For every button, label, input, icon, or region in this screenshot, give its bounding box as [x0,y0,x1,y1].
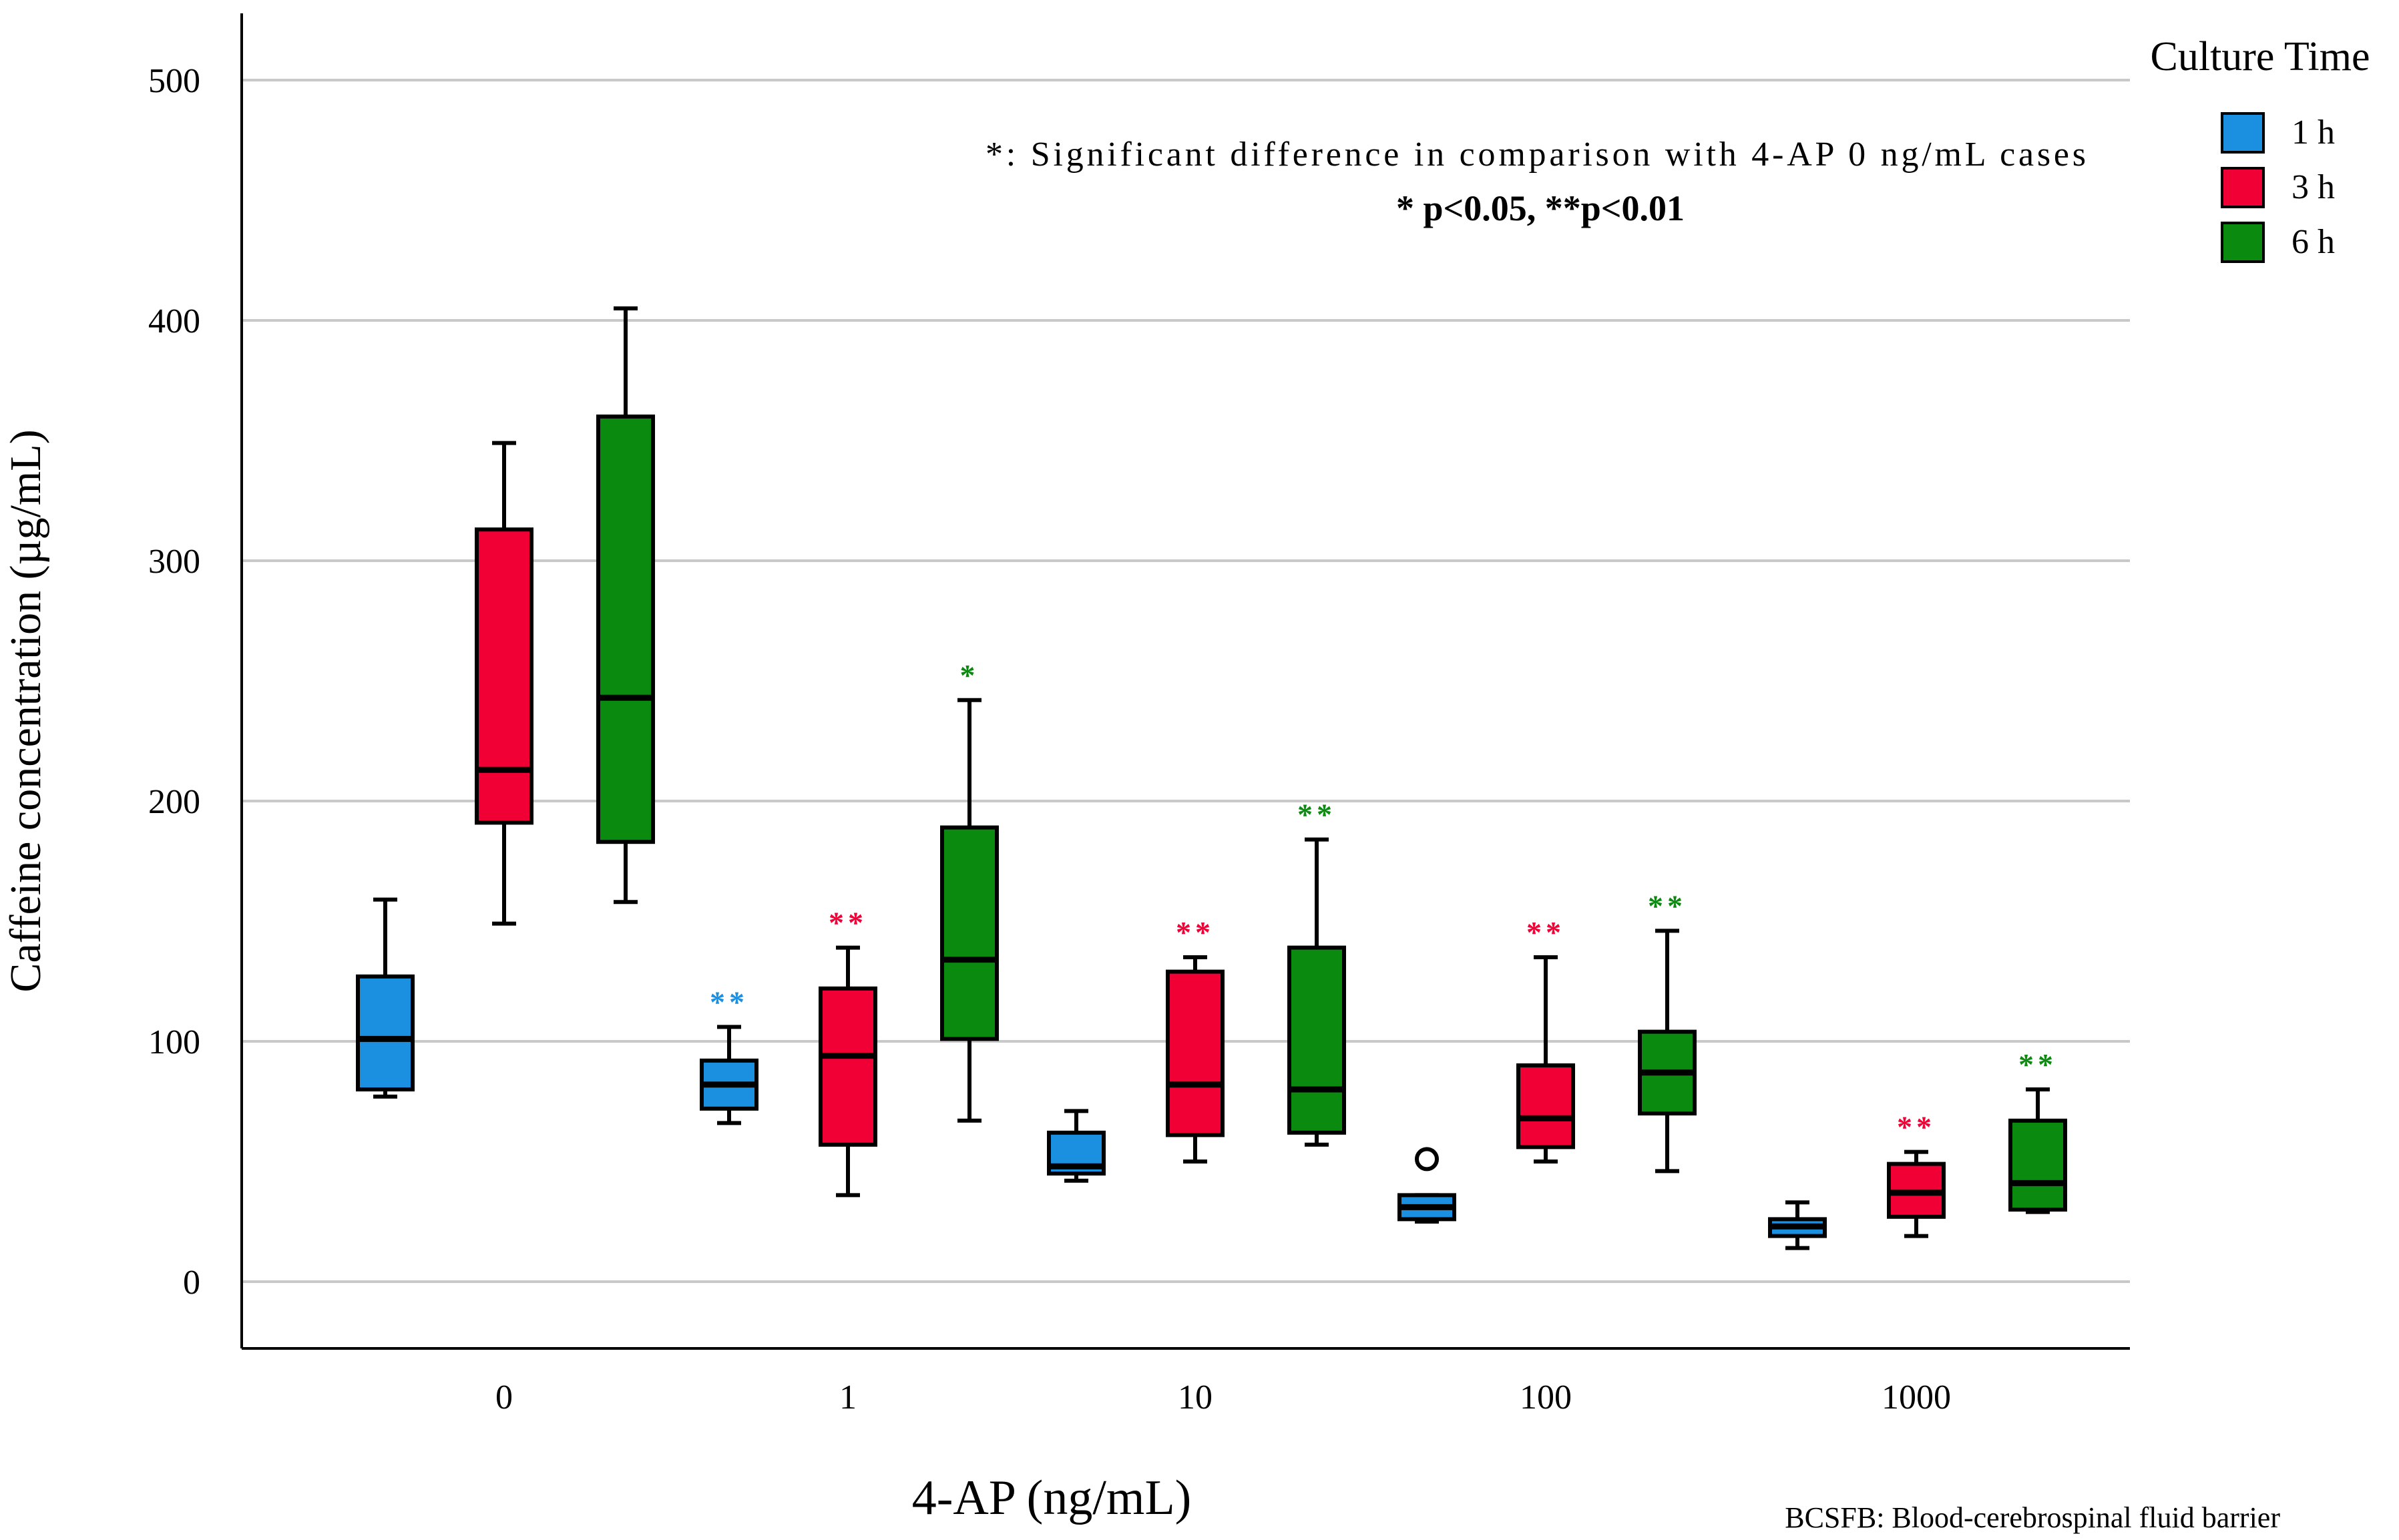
significance-marker: ** [2018,1047,2057,1081]
y-tick-label: 500 [148,62,200,100]
x-tick-label: 10 [1178,1378,1213,1417]
box-1-6h: * [940,658,999,1123]
legend-swatch-6h [2221,222,2265,263]
significance-marker: ** [1176,915,1215,949]
series-6h: ******* [596,306,2067,1214]
significance-marker: ** [1297,798,1336,832]
iqr-box [596,415,655,844]
box-plot-series: **** ** *********** [356,306,2067,1250]
legend: 1 h 3 h 6 h [2221,112,2335,263]
legend-label: 3 h [2292,168,2335,206]
box-10-3h: ** [1166,915,1225,1164]
box-1000-3h: ** [1887,1110,1946,1238]
box-1000-1h [1768,1200,1827,1250]
y-tick-label: 100 [148,1023,200,1061]
significance-marker: ** [710,985,748,1019]
iqr-box [1287,945,1346,1135]
box-10-6h: ** [1287,798,1346,1147]
box-100-6h: ** [1638,888,1697,1174]
legend-swatch-3h [2221,167,2265,208]
series-3h: ** ** ** ** [475,441,1946,1238]
legend-label: 6 h [2292,223,2335,261]
iqr-box [1166,969,1225,1137]
box-0-1h [356,897,415,1099]
y-axis-tick-labels: 0 100 200 300 400 500 [148,62,200,1302]
significance-marker: ** [1897,1110,1936,1144]
box-100-1h [1397,1147,1456,1224]
significance-marker: ** [829,906,867,940]
legend-swatch-1h [2221,112,2265,154]
legend-title: Culture Time [2150,34,2370,79]
box-1000-6h: ** [2008,1047,2067,1214]
y-tick-label: 200 [148,783,200,821]
x-axis-tick-labels: 0 1 10 100 1000 [495,1378,1951,1417]
x-axis-title: 4-AP (ng/mL) [912,1471,1192,1525]
significance-note: *: Significant difference in comparison … [986,136,2086,174]
iqr-box [1516,1063,1575,1149]
y-tick-label: 400 [148,302,200,340]
box-10-1h [1047,1109,1106,1183]
x-tick-label: 1 [839,1378,857,1417]
gridlines [242,79,2130,1283]
outlier-point [1415,1147,1439,1172]
legend-label: 1 h [2292,113,2335,152]
iqr-box [475,527,533,825]
y-axis-title: Caffeine concentration (µg/mL) [1,429,50,992]
box-0-6h [596,306,655,905]
series-1h: ** [356,897,1827,1250]
p-value-note: * p<0.05, **p<0.01 [1396,188,1685,228]
box-1-3h: ** [819,906,877,1198]
significance-marker: * [960,658,979,692]
x-tick-label: 1000 [1882,1378,1951,1417]
significance-marker: ** [1648,888,1687,923]
y-tick-label: 300 [148,543,200,581]
box-100-3h: ** [1516,915,1575,1164]
iqr-box [356,974,415,1092]
footnote: BCSFB: Blood-cerebrospinal fluid barrier [1785,1501,2280,1534]
iqr-box [819,986,877,1147]
x-tick-label: 100 [1520,1378,1572,1417]
iqr-box [940,825,999,1041]
y-tick-label: 0 [183,1264,200,1302]
box-0-3h [475,441,533,926]
significance-marker: ** [1526,915,1565,949]
box-1-1h: ** [700,985,758,1125]
x-tick-label: 0 [495,1378,513,1417]
iqr-box [2008,1118,2067,1212]
